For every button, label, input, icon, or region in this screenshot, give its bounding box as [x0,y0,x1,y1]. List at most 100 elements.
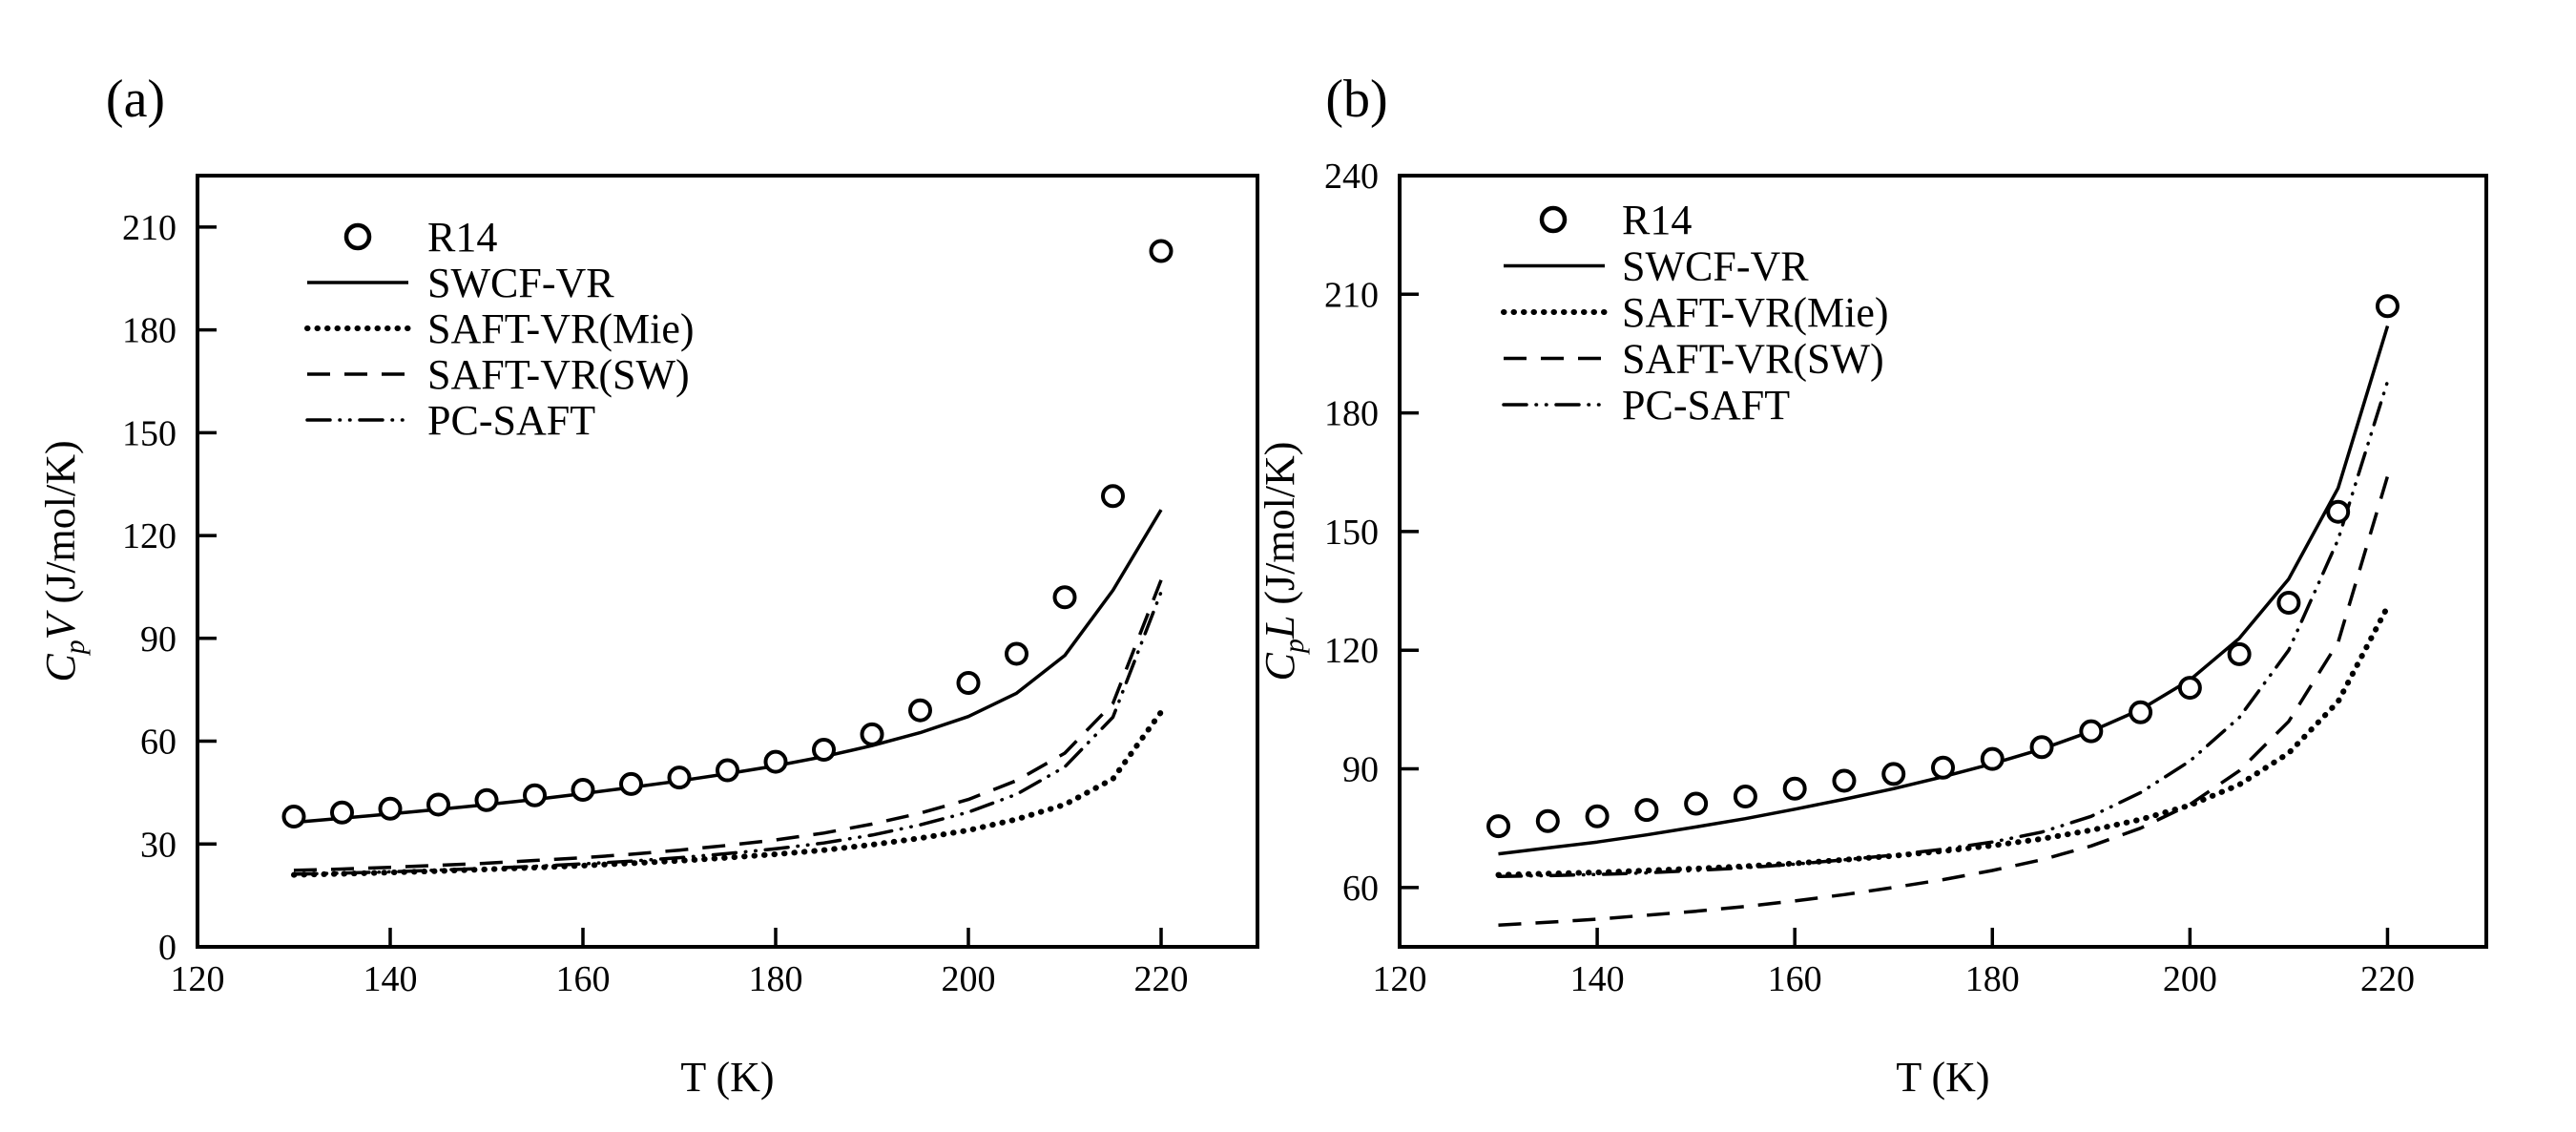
data-point-marker [1684,791,1709,816]
series-saft-vr-mie [291,709,1164,878]
y-tick-label: 240 [1324,157,1379,197]
y-label-unit: (J/mol/K) [37,440,84,614]
data-point-marker [1005,641,1028,666]
data-point-marker [2276,591,2301,616]
y-axis-label: CpV (J/mol/K) [37,440,91,681]
legend-label: R14 [427,214,497,261]
data-point-marker [523,783,547,807]
legend-item-saft-vr-mie: SAFT-VR(Mie) [1501,289,1889,336]
y-tick-label: 30 [140,825,177,865]
y-tick-label: 210 [1324,275,1379,315]
legend-item-r14: R14 [1539,197,1692,243]
legend-label: SAFT-VR(Mie) [1622,289,1889,336]
y-label-subscript: p [1278,639,1310,655]
series-group [1486,294,2399,927]
data-point-marker [2375,294,2399,319]
data-point-marker [426,792,450,817]
data-point-marker [2177,676,2202,701]
panel-tag: (b) [1325,70,1387,129]
panel-a: (a) 120 140 160 180 200 220 0 30 60 90 120 150 180 210… [37,70,1259,1101]
legend-item-saft-vr-sw: SAFT-VR(SW) [1504,336,1884,383]
y-label-subscript: p [59,639,91,656]
data-point-marker [330,800,354,825]
y-tick-label: 150 [122,413,177,453]
x-tick-label: 180 [749,959,803,999]
data-point-marker [1881,762,1906,786]
y-label-base: C [1257,652,1303,681]
y-tick-label: 90 [140,619,177,660]
data-point-marker [1782,776,1807,801]
x-tick-label: 140 [364,959,418,999]
x-tick-label: 160 [556,959,611,999]
y-axis-label: CpL (J/mol/K) [1257,442,1310,681]
data-point-marker [908,698,932,723]
data-point-marker [1733,785,1757,809]
data-point-marker [812,738,836,763]
y-axis-ticks: 60 90 120 150 180 210 240 [1324,157,1419,909]
legend-item-swcf-vr: SWCF-VR [307,260,614,306]
data-point-marker [2129,700,2153,724]
data-point-marker [1052,585,1077,610]
data-point-marker [281,805,306,829]
data-point-marker [956,670,981,695]
data-point-marker [1101,484,1125,509]
legend-item-swcf-vr: SWCF-VR [1504,243,1809,290]
data-point-marker [763,749,788,774]
y-tick-label: 60 [140,723,177,763]
data-point-marker [1931,755,1955,780]
legend-item-saft-vr-sw: SAFT-VR(SW) [307,351,690,398]
y-label-phase: L [1257,616,1303,639]
data-point-marker [1486,814,1511,839]
x-tick-label: 120 [171,959,225,999]
data-point-marker [378,796,403,821]
x-tick-label: 200 [2163,959,2217,999]
plot-frame [196,174,1259,949]
series-r14 [1486,294,2399,839]
legend-label: PC-SAFT [1622,382,1790,429]
series-r14 [281,239,1174,829]
legend-label: SAFT-VR(SW) [427,351,690,398]
x-tick-label: 220 [1134,959,1189,999]
y-tick-label: 120 [122,516,177,556]
legend-label: SWCF-VR [1622,243,1809,290]
legend-item-r14: R14 [343,214,497,261]
plot-frame [1398,174,2488,949]
legend-marker-circle [343,222,372,251]
data-point-marker [1149,239,1174,263]
series-saft-vr-mie [1495,603,2391,878]
data-point-marker [571,778,595,803]
data-point-marker [860,722,884,746]
y-tick-label: 210 [122,208,177,248]
x-tick-label: 140 [1570,959,1625,999]
y-tick-label: 180 [122,311,177,351]
y-tick-label: 180 [1324,394,1379,434]
data-point-marker [2326,499,2351,524]
legend-label: PC-SAFT [427,397,595,444]
series-saft-vr-sw [1498,475,2390,927]
data-point-marker [1585,804,1610,828]
y-tick-label: 150 [1324,513,1379,553]
legend-label: SWCF-VR [427,260,614,306]
legend-label: SAFT-VR(Mie) [427,305,695,352]
data-point-marker [2079,719,2104,744]
x-tick-label: 220 [2360,959,2415,999]
x-tick-label: 200 [942,959,996,999]
y-label-phase: V [37,609,84,639]
y-tick-label: 60 [1342,869,1379,909]
data-point-marker [1832,768,1857,793]
data-point-marker [1980,746,2005,771]
data-point-marker [474,787,499,812]
y-label-base: C [37,654,84,682]
x-axis-ticks: 120 140 160 180 200 220 [1373,928,2415,999]
x-tick-label: 180 [1965,959,2020,999]
x-tick-label: 160 [1768,959,1822,999]
series-group [281,239,1174,878]
data-point-marker [2029,735,2054,760]
data-point-marker [667,765,692,790]
x-axis-ticks: 120 140 160 180 200 220 [171,928,1189,999]
panel-tag: (a) [106,70,165,129]
x-tick-label: 120 [1373,959,1427,999]
